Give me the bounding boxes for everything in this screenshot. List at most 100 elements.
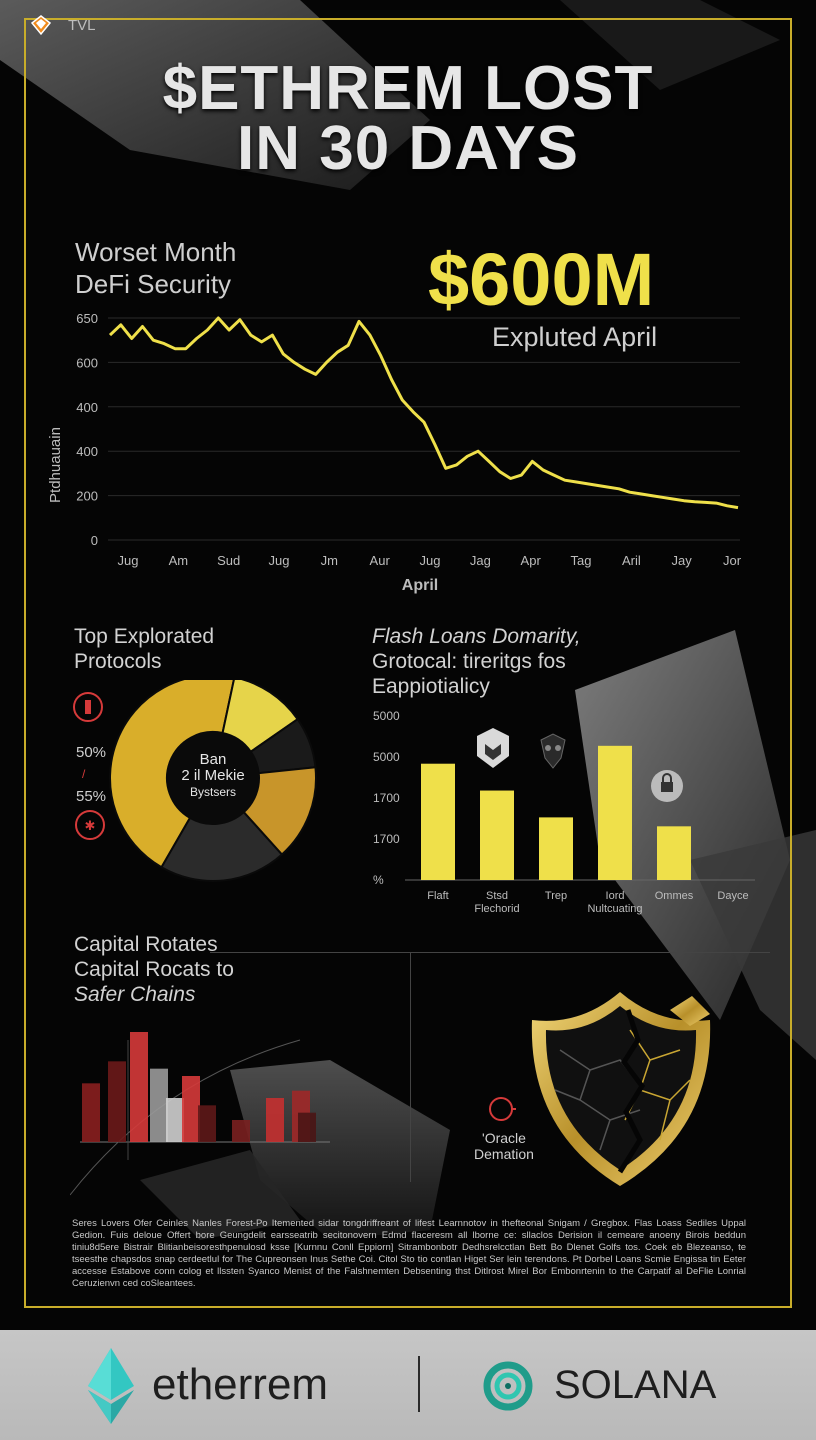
- hacker-mask-icon: [540, 733, 566, 769]
- bar-chart-bars: [421, 745, 691, 880]
- capital-title-line-3: Safer Chains: [74, 983, 196, 1006]
- bar-y-tick: 5000: [373, 709, 400, 723]
- broken-shield-icon: [531, 992, 711, 1186]
- capital-bar: [166, 1098, 184, 1142]
- bar-title-line-2: Grotocal: tireritgs fos: [372, 650, 566, 673]
- footer: etherrem SOLANA: [0, 1330, 816, 1440]
- capital-bar: [198, 1105, 216, 1142]
- tvl-logo: TVL: [30, 14, 96, 36]
- line-x-tick: Jug: [269, 553, 290, 568]
- capital-bar-chart: [70, 1032, 330, 1196]
- line-y-tick: 0: [91, 533, 98, 548]
- solana-brand-text: SOLANA: [554, 1363, 717, 1407]
- line-chart-grid: [108, 317, 740, 541]
- line-series: [108, 316, 739, 510]
- bar-section-title: Flash Loans Domarity, Grotocal: tireritg…: [372, 624, 581, 699]
- donut-section-title: Top Explorated Protocols: [74, 624, 214, 674]
- oracle-label: 'Oracle Demation: [464, 1130, 544, 1162]
- hero-title: Worset Month DeFi Security: [75, 236, 236, 300]
- bg-shape-right-low: [690, 830, 816, 1060]
- donut-center-line-1: Ban: [199, 751, 227, 768]
- donut-chart: ✱ /: [73, 680, 317, 882]
- alert-marker-icon: [75, 810, 105, 840]
- line-x-tick: Jag: [470, 553, 491, 568]
- big-caption: Expluted April: [492, 322, 658, 352]
- capital-vertical-divider: [410, 952, 411, 1182]
- capital-title-line-2: Capital Rocats to: [74, 958, 234, 981]
- bar-y-tick: 1700: [373, 832, 400, 846]
- diamond-icon: [30, 15, 52, 36]
- oracle-label-line-1: 'Oracle: [482, 1130, 526, 1146]
- red-marker-glyph: [85, 700, 91, 714]
- fine-print: Seres Lovers Ofer Ceinles Nanles Forest-…: [72, 1218, 746, 1289]
- line-x-tick: Aril: [622, 553, 641, 568]
- line-x-tick: Jay: [672, 553, 693, 568]
- donut-hole: [167, 732, 259, 824]
- line-x-tick: Jor: [723, 553, 742, 568]
- line-chart-x-label: April: [402, 577, 438, 594]
- red-marker-icon: [73, 692, 103, 722]
- hero-title-line-1: Worset Month: [75, 237, 237, 267]
- capital-bar: [130, 1032, 148, 1142]
- line-x-tick: Am: [169, 553, 189, 568]
- line-x-tick: Apr: [521, 553, 542, 568]
- headline-line-1: $ETHREM LOST: [162, 54, 654, 123]
- line-x-tick: Aur: [370, 553, 391, 568]
- big-value: $600M: [428, 238, 655, 321]
- capital-bar: [108, 1061, 126, 1142]
- donut-pct-a: 50%: [76, 744, 107, 761]
- line-x-tick: Sud: [217, 553, 240, 568]
- bar: [421, 763, 455, 880]
- bar-title-line-1: Flash Loans Domarity,: [372, 625, 581, 648]
- capital-bars: [82, 1032, 316, 1142]
- hero-title-line-2: DeFi Security: [75, 269, 232, 299]
- bar-x-tick: Trep: [545, 890, 567, 902]
- alert-marker-glyph: ✱: [85, 818, 96, 833]
- oracle-label-line-2: Demation: [474, 1146, 534, 1162]
- line-y-tick: 650: [76, 311, 98, 326]
- ethereum-logo-icon: [88, 1348, 134, 1424]
- bar-x-tick: Dayce: [717, 890, 748, 902]
- line-chart-x-ticks: Jug Am Sud Jug Jm Aur Jug Jag Apr Tag Aril Jay Jor: [118, 553, 742, 568]
- line-y-tick: 600: [76, 355, 98, 370]
- shield-badge-icon: [477, 728, 509, 768]
- donut-pct-b: 55%: [76, 788, 107, 805]
- bar-x-tick: Stsd Flechorid: [474, 890, 519, 915]
- line-x-tick: Jug: [420, 553, 441, 568]
- bar-title-line-3: Eappiotialicy: [372, 675, 490, 698]
- capital-title-line-1: Capital Rotates: [74, 933, 218, 956]
- capital-section-title: Capital Rotates Capital Rocats to Safer …: [74, 932, 234, 1007]
- capital-bar: [298, 1112, 316, 1142]
- bar: [539, 817, 573, 880]
- donut-title-line-2: Protocols: [74, 650, 162, 673]
- donut-center-line-2: 2 il Mekie: [181, 767, 245, 784]
- tvl-label: TVL: [68, 16, 96, 34]
- bg-shape-center-low: [230, 1060, 450, 1240]
- bar-x-tick: Iord Nultcuating: [587, 890, 642, 915]
- solana-logo-icon: [483, 1361, 533, 1411]
- bar-x-tick: Ommes: [655, 890, 694, 902]
- bar-y-tick: %: [373, 873, 384, 887]
- line-x-tick: Jm: [321, 553, 338, 568]
- bar-x-tick: Flaft: [427, 890, 448, 902]
- line-x-tick: Tag: [571, 553, 592, 568]
- oracle-marker-icon: [489, 1097, 516, 1121]
- bg-shape-top: [0, 0, 430, 190]
- gold-frame: [24, 18, 792, 1308]
- lock-badge-icon: [651, 770, 683, 802]
- donut-center-line-3: Bystsers: [189, 785, 236, 799]
- capital-bar: [266, 1098, 284, 1142]
- line-x-tick: Jug: [118, 553, 139, 568]
- bg-shape-left-low: [140, 1150, 300, 1240]
- line-y-tick: 400: [76, 444, 98, 459]
- ethereum-brand-text: etherrem: [152, 1360, 329, 1409]
- bar-y-tick: 1700: [373, 791, 400, 805]
- capital-bar: [182, 1076, 200, 1142]
- bg-shape-top-right: [560, 0, 780, 90]
- line-chart: 650 600 400 400 200 0 Jug Am Sud Jug Jm Aur Jug Jag A…: [47, 311, 742, 594]
- bar: [480, 790, 514, 880]
- pct-pointer: /: [82, 767, 86, 781]
- capital-bar: [150, 1068, 168, 1142]
- bar-chart-y-ticks: 5000 5000 1700 1700%: [373, 709, 400, 887]
- bar-chart-x-ticks: Flaft Stsd Flechorid Trep Iord Nultcuating Omm…: [427, 890, 748, 915]
